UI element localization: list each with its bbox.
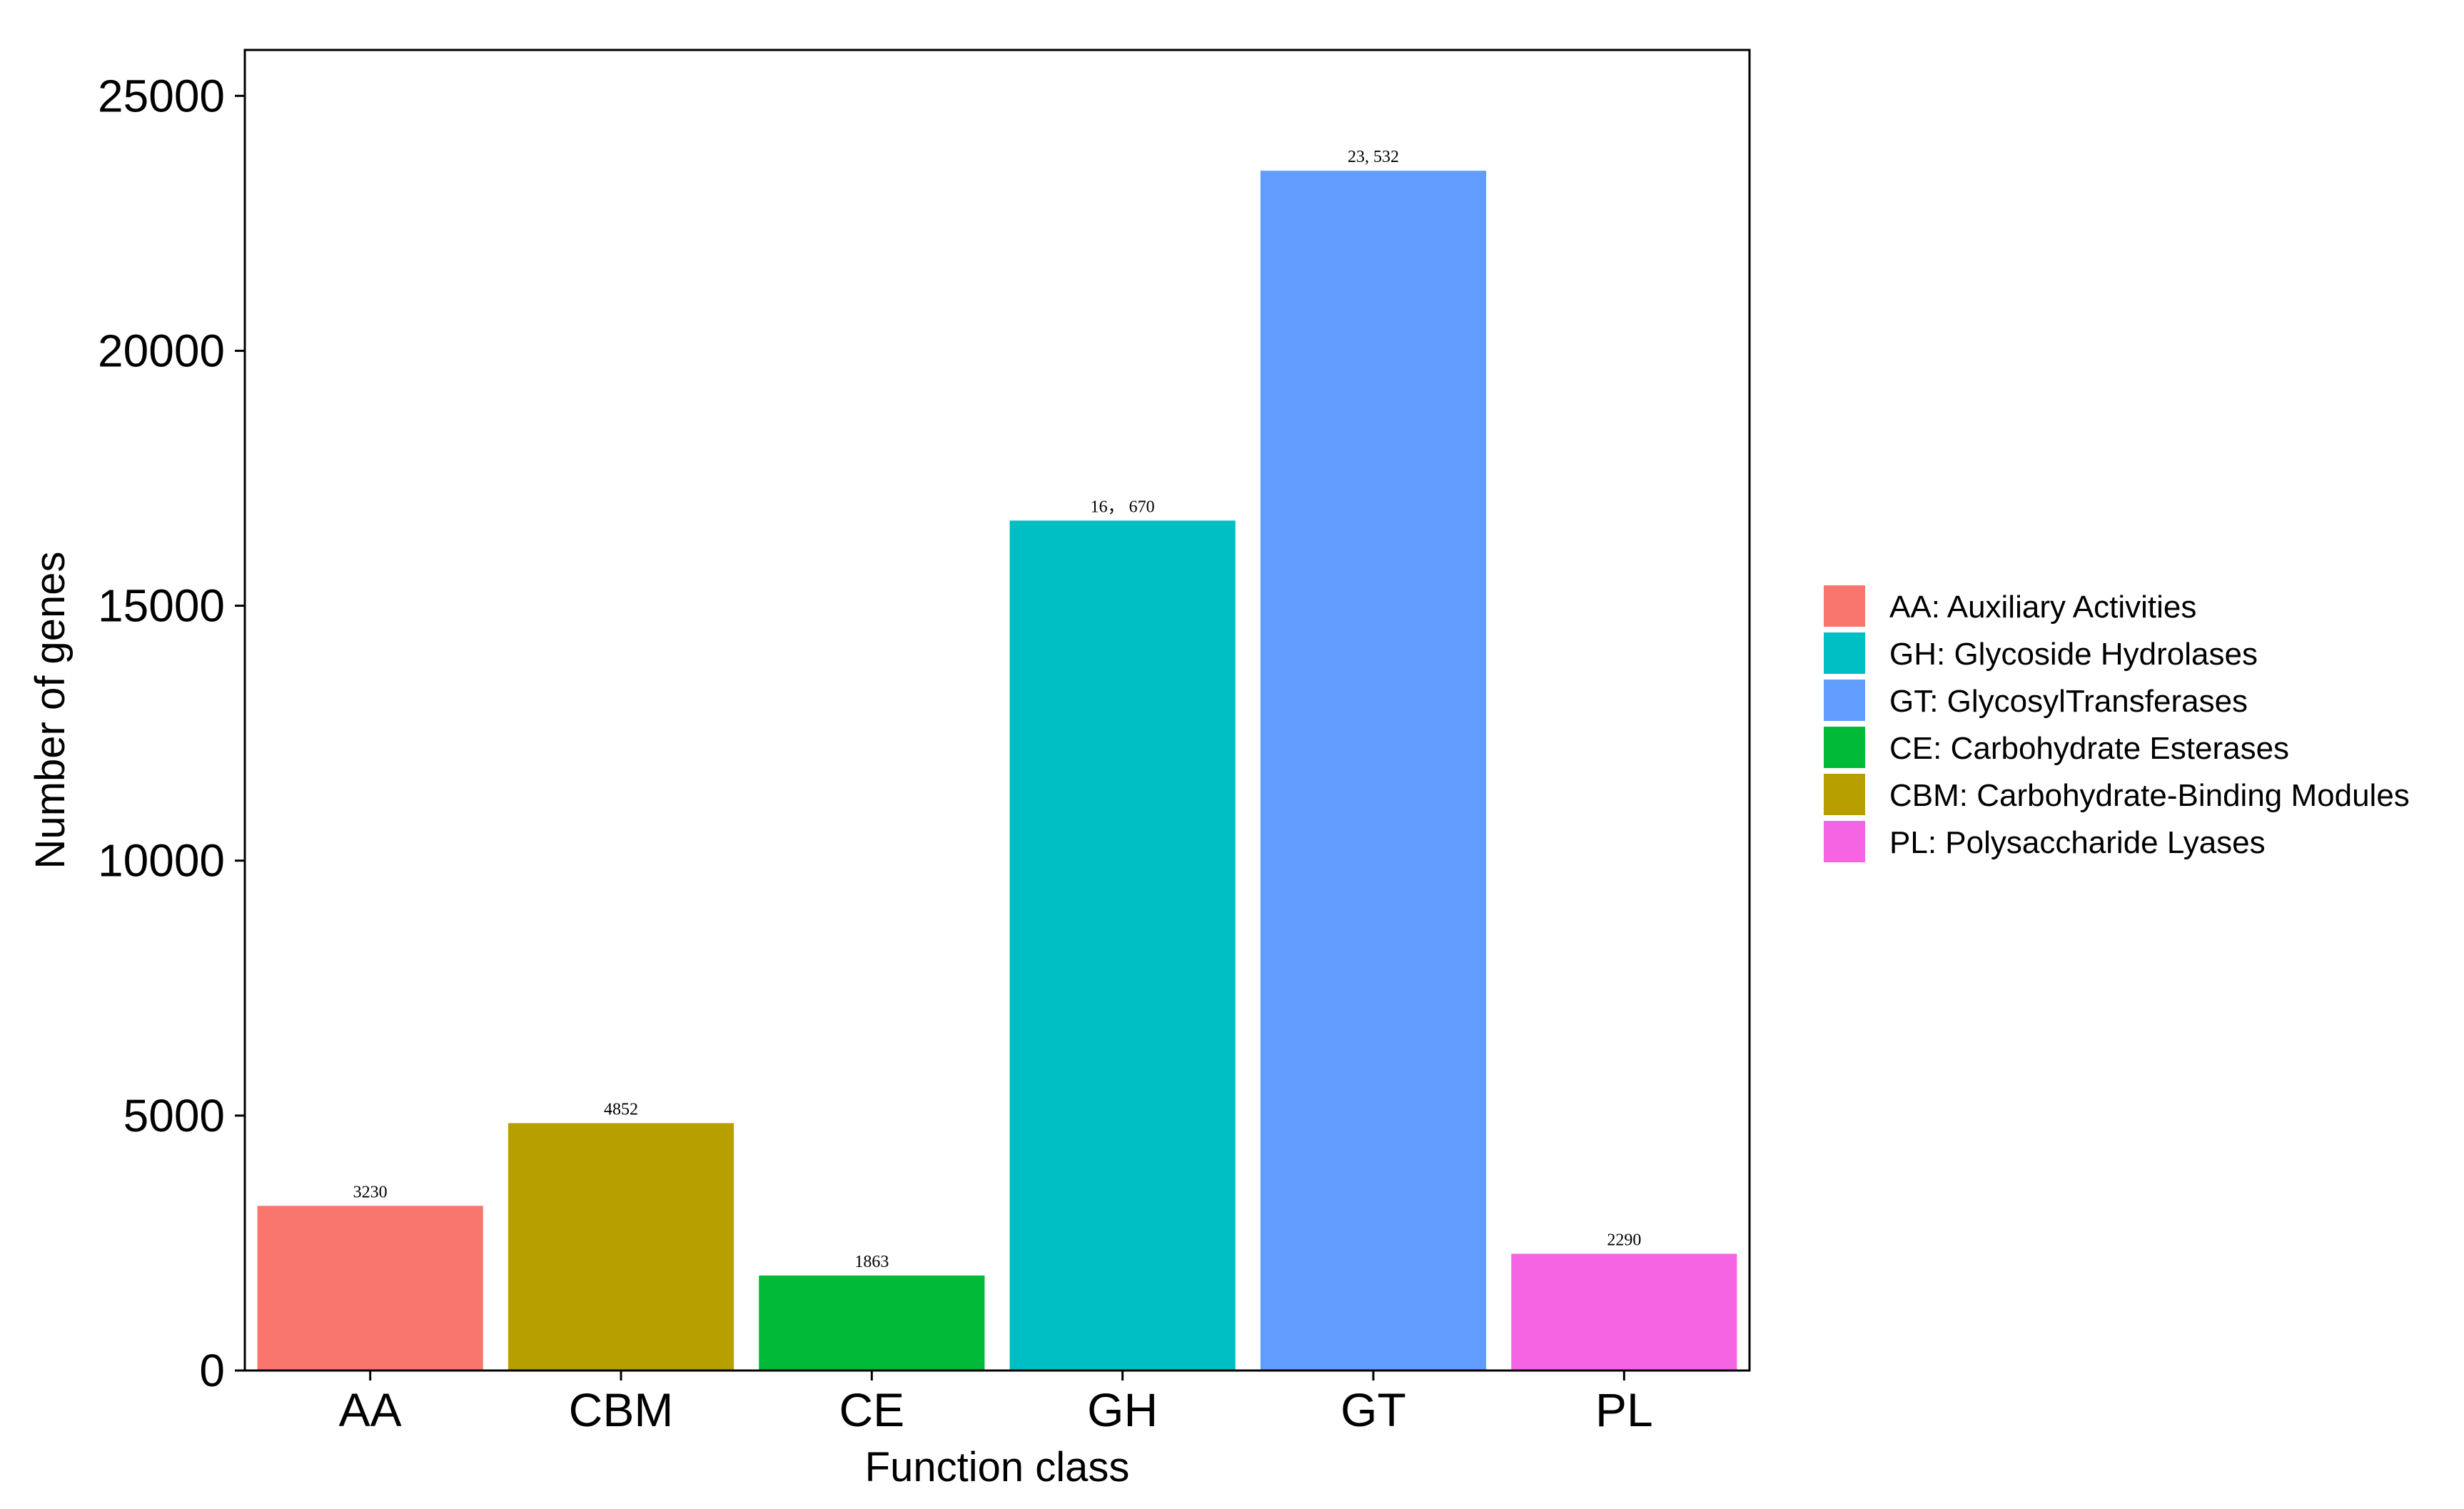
legend-swatch-0 <box>1824 585 1865 627</box>
y-tick-label-15000: 15000 <box>98 580 225 632</box>
legend-label-1: GH: Glycoside Hydrolases <box>1889 637 2258 672</box>
data-label-gh: 16， 670 <box>1091 498 1155 516</box>
legend-label-4: CBM: Carbohydrate-Binding Modules <box>1889 778 2410 813</box>
legend-label-0: AA: Auxiliary Activities <box>1889 590 2196 625</box>
x-tick-label-cbm: CBM <box>569 1383 674 1436</box>
bar-gt <box>1260 171 1487 1371</box>
data-labels-layer: 3230 4852 1863 16， 670 23, 532 2290 <box>353 148 1642 1271</box>
x-tick-label-ce: CE <box>839 1383 904 1436</box>
legend-label-3: CE: Carbohydrate Esterases <box>1889 731 2289 766</box>
x-tick-label-gt: GT <box>1340 1383 1406 1436</box>
y-tick-label-0: 0 <box>199 1345 225 1396</box>
y-tick-label-20000: 20000 <box>98 325 225 376</box>
legend-label-5: PL: Polysaccharide Lyases <box>1889 825 2266 860</box>
data-label-gt: 23, 532 <box>1348 148 1399 166</box>
x-tick-label-pl: PL <box>1595 1383 1653 1436</box>
x-tick-label-aa: AA <box>339 1383 402 1436</box>
y-tick-label-10000: 10000 <box>98 835 225 887</box>
data-label-pl: 2290 <box>1607 1231 1641 1249</box>
data-label-aa: 3230 <box>353 1183 388 1201</box>
y-axis: 0 5000 10000 15000 20000 25000 <box>98 70 245 1396</box>
y-axis-title: Number of genes <box>27 552 74 869</box>
bar-ce <box>759 1275 985 1371</box>
legend-swatch-3 <box>1824 727 1865 768</box>
bar-cbm <box>508 1123 734 1371</box>
legend-swatch-1 <box>1824 632 1865 674</box>
y-tick-label-5000: 5000 <box>123 1090 225 1141</box>
bar-aa <box>257 1206 483 1371</box>
x-tick-label-gh: GH <box>1087 1383 1158 1436</box>
plot-panel-border <box>243 49 1751 1372</box>
bar-pl <box>1511 1253 1737 1371</box>
legend-swatch-5 <box>1824 821 1865 862</box>
data-label-ce: 1863 <box>854 1253 889 1271</box>
legend-swatch-2 <box>1824 680 1865 721</box>
y-tick-label-25000: 25000 <box>98 70 225 121</box>
bar-gh <box>1009 520 1236 1371</box>
x-axis: AA CBM CE GH GT PL <box>339 1371 1653 1436</box>
bars-layer <box>257 171 1737 1371</box>
data-label-cbm: 4852 <box>604 1100 638 1119</box>
legend-swatch-4 <box>1824 774 1865 815</box>
x-axis-title: Function class <box>865 1444 1130 1490</box>
legend-label-2: GT: GlycosylTransferases <box>1889 684 2248 719</box>
legend: AA: Auxiliary Activities GH: Glycoside Hy… <box>1824 585 2410 862</box>
